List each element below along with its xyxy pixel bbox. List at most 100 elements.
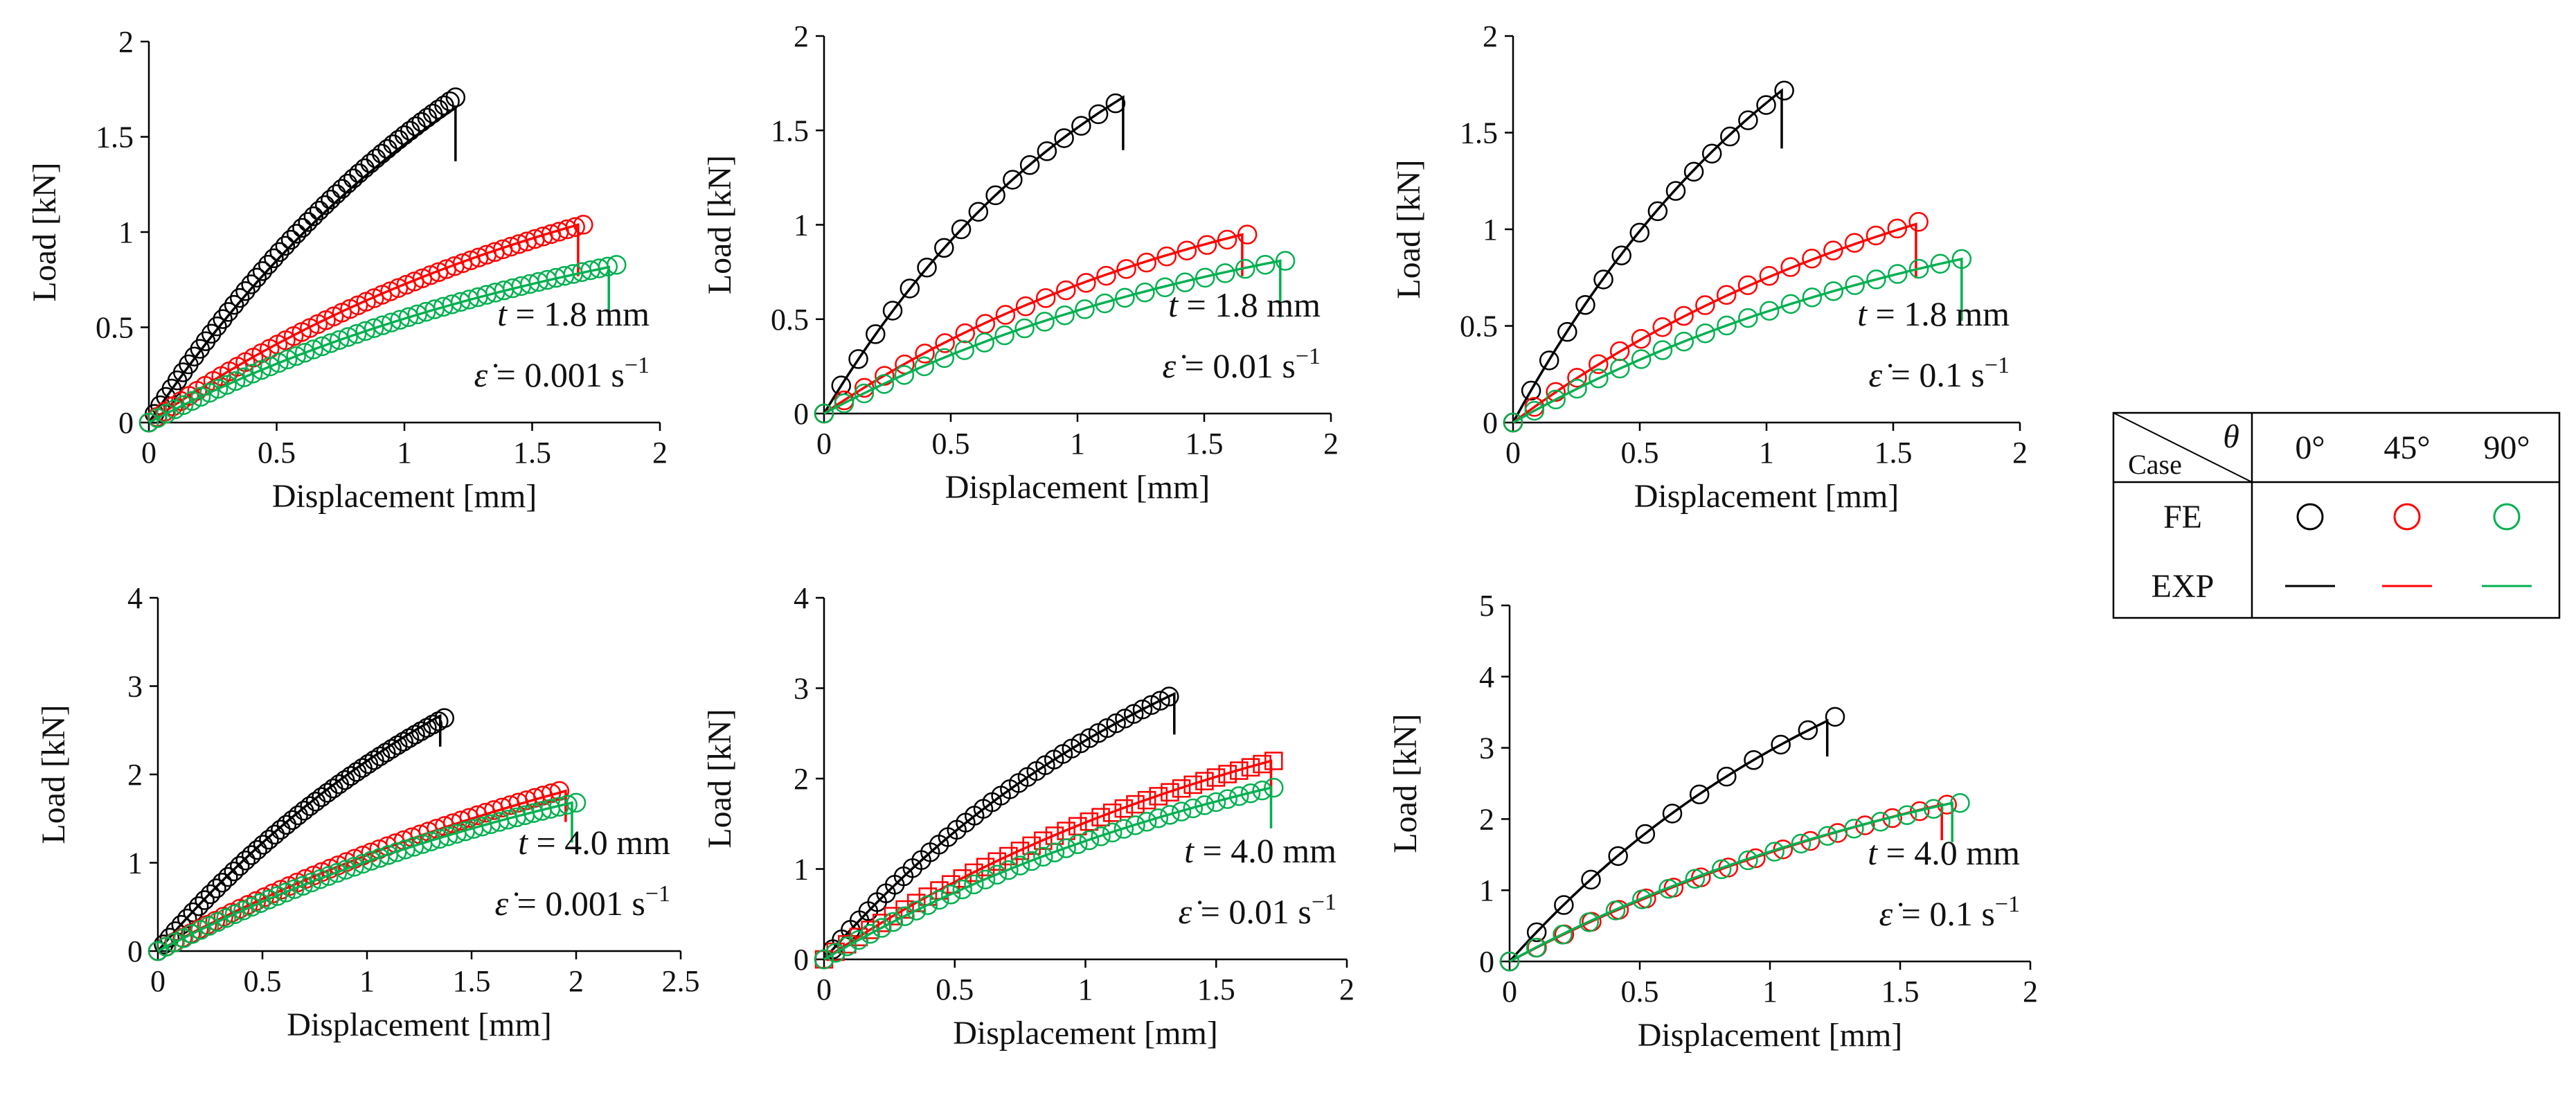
chart-1: 0 0.5 1 1.5 2 0 0.5 1 1.5 2 Displacement [mm] Load …: [26, 25, 668, 515]
fe-point: [1631, 328, 1652, 349]
annotation-thickness: t = 1.8 mm: [497, 294, 650, 333]
fe-point: [1054, 128, 1074, 148]
fe-point: [1035, 288, 1056, 308]
x-tick-label: 0.5: [258, 436, 296, 470]
fe-point: [974, 332, 994, 353]
fe-point: [364, 750, 384, 770]
x-tick-label: 2: [1323, 427, 1339, 461]
fe-point: [1802, 287, 1823, 308]
fe-point: [848, 349, 868, 369]
fe-point: [259, 829, 279, 850]
chart-6: 0 0.5 1 1.5 2 0 1 2 3 4 5 Displacement [mm] Load [kN…: [1387, 589, 2038, 1054]
y-axis-label: Load [kN]: [26, 162, 63, 301]
fe-point: [309, 200, 330, 221]
fe-point: [373, 315, 393, 335]
fe-point: [1034, 831, 1053, 850]
fe-point: [371, 143, 392, 164]
fe-point: [1608, 846, 1628, 867]
fe-point: [327, 862, 348, 883]
fe-point: [1866, 269, 1886, 290]
legend-col-0deg: 0°: [2295, 429, 2325, 466]
y-axis-label: Load [kN]: [701, 709, 738, 848]
fe-point: [224, 294, 244, 315]
fe-point: [251, 360, 271, 380]
fe-point: [190, 920, 211, 940]
fe-point: [224, 904, 245, 925]
fe-point: [1674, 331, 1694, 352]
fe-point: [1003, 170, 1023, 190]
fe-point: [1553, 925, 1573, 945]
x-axis-label: Displacement [mm]: [272, 478, 537, 515]
fe-markers-45deg: [1499, 795, 1957, 972]
y-tick-label: 1.5: [96, 121, 134, 154]
fe-point: [1823, 281, 1843, 301]
fe-point: [1711, 859, 1732, 880]
fe-point: [1717, 766, 1737, 787]
y-tick-label: 2: [1483, 19, 1498, 53]
fe-point: [987, 864, 1007, 885]
fe-point: [1115, 287, 1135, 308]
fe-point: [1695, 323, 1715, 344]
fe-point: [1171, 801, 1192, 822]
fe-point: [383, 134, 403, 154]
fe-point: [337, 173, 358, 194]
fe-point: [258, 254, 278, 275]
fe-point: [1825, 707, 1845, 727]
fe-point: [269, 242, 289, 263]
fe-point: [951, 219, 972, 240]
fe-point: [1115, 709, 1135, 729]
fe-point: [1102, 804, 1122, 822]
fe-point: [1241, 758, 1260, 777]
fe-point: [955, 323, 975, 344]
fe-point: [366, 148, 386, 169]
fe-point: [1647, 201, 1668, 222]
fe-point: [1567, 378, 1587, 399]
fe-point: [212, 872, 233, 893]
fe-point: [1575, 294, 1595, 315]
fe-point: [1091, 808, 1110, 826]
fe-markers-90deg: [1499, 792, 1970, 972]
fe-point: [1237, 224, 1258, 245]
fe-point: [1589, 354, 1609, 374]
fe-point: [929, 889, 949, 910]
fe-point: [1631, 349, 1652, 369]
y-tick-label: 0: [1483, 406, 1498, 440]
fe-point: [1095, 293, 1115, 314]
fe-point: [1674, 305, 1694, 326]
fe-point: [218, 302, 239, 322]
fe-point: [1141, 695, 1161, 716]
fe-point: [854, 383, 875, 404]
fe-point: [1951, 249, 1972, 269]
fe-point: [1015, 296, 1036, 317]
fe-point: [355, 321, 375, 341]
y-tick-label: 2: [118, 25, 134, 59]
fe-point: [1557, 321, 1577, 342]
fe-point: [940, 885, 961, 905]
fe-point: [242, 364, 263, 384]
x-tick-label: 1: [397, 436, 412, 470]
fe-point: [1137, 790, 1156, 810]
x-axis-label: Displacement [mm]: [1638, 1017, 1903, 1054]
x-tick-label: 0: [1502, 975, 1517, 1009]
fe-point: [995, 305, 1016, 325]
fe-point: [965, 863, 983, 882]
legend-border: [2112, 411, 2561, 619]
fe-point: [399, 728, 420, 748]
fe-point: [917, 258, 937, 278]
fe-point: [1255, 254, 1276, 275]
fe-point: [201, 323, 222, 344]
fe-point: [1172, 779, 1191, 798]
fe-point: [1252, 780, 1272, 801]
fe-point: [358, 754, 379, 774]
fe-point: [1897, 805, 1917, 825]
fe-point: [1014, 318, 1035, 339]
fe-point: [1149, 787, 1168, 806]
fe-point: [364, 318, 384, 338]
fe-point: [914, 356, 935, 377]
fe-point: [300, 796, 320, 816]
legend-col-45deg: 45°: [2383, 429, 2430, 466]
fe-point: [874, 374, 895, 394]
fe-point: [260, 356, 280, 377]
fe-point: [346, 323, 367, 344]
